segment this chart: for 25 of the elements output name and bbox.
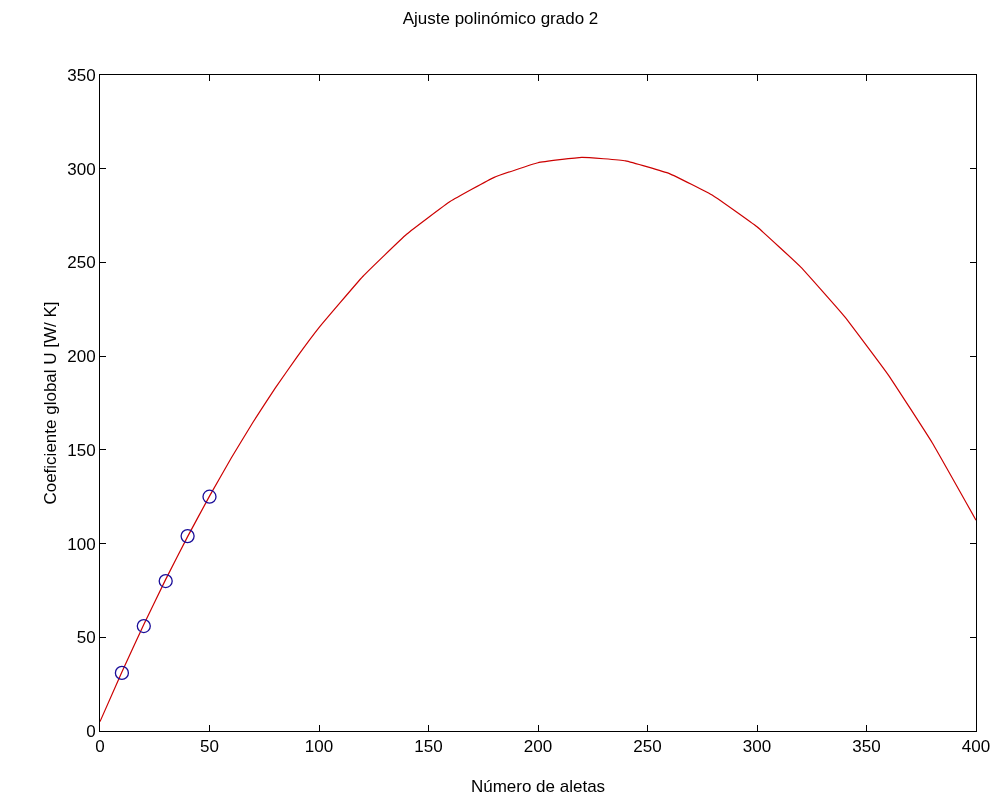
y-tick-label: 200 (67, 347, 96, 367)
x-tick-label: 100 (304, 737, 334, 757)
x-axis-title: Número de aletas (470, 777, 606, 796)
y-tick-label: 0 (86, 721, 96, 741)
chart-title: Ajuste polinómico grado 2 (402, 8, 599, 28)
y-tick-label: 350 (67, 65, 96, 85)
y-tick-label: 100 (67, 534, 96, 554)
line-series (100, 156, 976, 723)
x-tick-label: 200 (523, 737, 553, 757)
point (136, 618, 151, 634)
x-tick-label: 250 (633, 737, 662, 757)
y-tick-label: 50 (76, 628, 96, 648)
point (158, 573, 173, 589)
y-tick-label: 150 (67, 440, 96, 460)
x-tick-label: 350 (852, 737, 881, 757)
x-tick-label: 150 (414, 737, 443, 757)
x-tick-label: 400 (961, 737, 991, 757)
y-axis-title: Coeficiente global U [W/ K] (41, 301, 60, 505)
y-tick-label: 300 (67, 159, 96, 179)
y-tick-label: 250 (67, 253, 96, 273)
x-tick-label: 50 (200, 737, 219, 757)
point (114, 665, 130, 681)
x-tick-label: 300 (742, 737, 772, 757)
point (180, 528, 195, 544)
point (202, 489, 217, 504)
